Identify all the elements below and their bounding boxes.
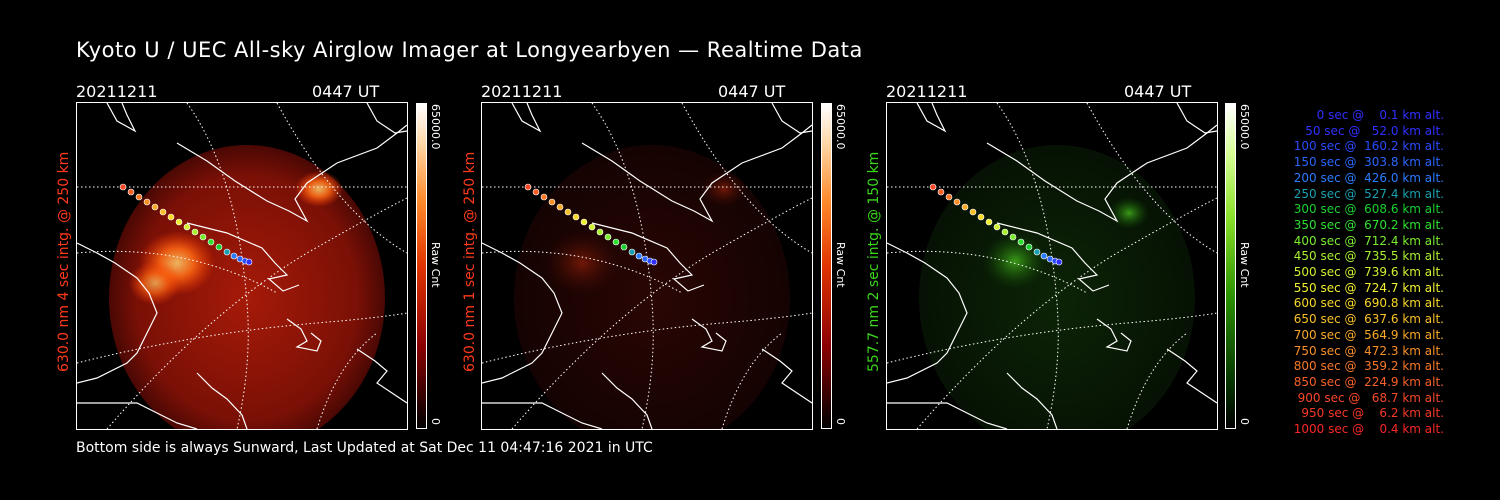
- panel-1-cbar-max: 65000.0: [429, 104, 442, 150]
- panel-2-cbar-unit: Raw Cnt: [834, 242, 847, 288]
- trajectory: [929, 183, 1063, 266]
- legend-row: 200 sec @ 426.0 km alt.: [1289, 170, 1444, 185]
- panel-2-cbar-max: 65000.0: [834, 104, 847, 150]
- legend-row: 900 sec @ 68.7 km alt.: [1293, 390, 1444, 405]
- legend-row: 1000 sec @ 0.4 km alt.: [1293, 422, 1444, 437]
- grid-lines: [482, 103, 812, 429]
- legend-row: 300 sec @ 608.6 km alt.: [1289, 202, 1444, 217]
- panel-3-map: [887, 103, 1217, 429]
- panel-3-cbar-min: 0: [1238, 418, 1251, 425]
- footer-note: Bottom side is always Sunward, Last Upda…: [76, 440, 653, 456]
- coastlines: [77, 103, 407, 429]
- coastlines: [887, 103, 1217, 429]
- panel-3-image: [886, 102, 1218, 430]
- airglow-patch: [983, 233, 1047, 289]
- legend-row: 450 sec @ 735.5 km alt.: [1289, 249, 1444, 264]
- legend-row: 150 sec @ 303.8 km alt.: [1289, 155, 1444, 170]
- panel-1-map: [77, 103, 407, 429]
- panel-3-cbar-max: 65000.0: [1238, 104, 1251, 150]
- legend-row: 650 sec @ 637.6 km alt.: [1289, 312, 1444, 327]
- legend-row: 250 sec @ 527.4 km alt.: [1289, 186, 1444, 201]
- panel-1-cbar-unit: Raw Cnt: [429, 242, 442, 288]
- panel-3-date: 20211211: [886, 82, 968, 101]
- legend-row: 400 sec @ 712.4 km alt.: [1289, 233, 1444, 248]
- legend-row: 350 sec @ 670.2 km alt.: [1289, 217, 1444, 232]
- panel-1-colorbar: [416, 103, 427, 429]
- legend-row: 0 sec @ 0.1 km alt.: [1305, 108, 1444, 122]
- legend-row: 550 sec @ 724.7 km alt.: [1289, 280, 1444, 295]
- legend-row: 50 sec @ 52.0 km alt.: [1297, 123, 1444, 138]
- grid-lines: [77, 103, 407, 429]
- panel-3-cbar-unit: Raw Cnt: [1238, 242, 1251, 288]
- legend-row: 800 sec @ 359.2 km alt.: [1289, 359, 1444, 374]
- legend-row: 500 sec @ 739.6 km alt.: [1289, 265, 1444, 280]
- legend-row: 600 sec @ 690.8 km alt.: [1289, 296, 1444, 311]
- airglow-disc: [109, 145, 385, 429]
- panel-2-date: 20211211: [481, 82, 563, 101]
- trajectory: [524, 183, 658, 266]
- airglow-patch: [129, 261, 181, 305]
- legend-row: 950 sec @ 6.2 km alt.: [1297, 406, 1444, 421]
- panel-1-ylabel: 630.0 nm 4 sec intg. @ 250 km: [56, 151, 72, 372]
- panel-1-cbar-min: 0: [429, 418, 442, 425]
- panel-2-colorbar: [821, 103, 832, 429]
- trajectory-legend: 0 sec @ 0.1 km alt. 50 sec @ 52.0 km alt…: [1262, 108, 1444, 438]
- page-title: Kyoto U / UEC All-sky Airglow Imager at …: [76, 38, 863, 62]
- panel-2-time: 0447 UT: [718, 82, 786, 101]
- legend-row: 750 sec @ 472.3 km alt.: [1289, 343, 1444, 358]
- legend-row: 700 sec @ 564.9 km alt.: [1289, 327, 1444, 342]
- panel-1-date: 20211211: [76, 82, 158, 101]
- airglow-disc: [514, 145, 790, 429]
- airglow-disc: [919, 145, 1195, 429]
- trajectory: [119, 183, 253, 266]
- panel-1-image: [76, 102, 408, 430]
- panel-1-time: 0447 UT: [312, 82, 380, 101]
- airglow-patch: [1109, 197, 1149, 229]
- panel-2-map: [482, 103, 812, 429]
- panel-2-image: [481, 102, 813, 430]
- panel-3-time: 0447 UT: [1124, 82, 1192, 101]
- grid-lines: [887, 103, 1217, 429]
- panel-3-colorbar: [1225, 103, 1236, 429]
- airglow-patch: [295, 171, 343, 207]
- panel-2-ylabel: 630.0 nm 1 sec intg. @ 250 km: [462, 151, 478, 372]
- panel-3-ylabel: 557.7 nm 2 sec intg. @ 150 km: [866, 151, 882, 372]
- airglow-patch: [544, 231, 620, 295]
- coastlines: [482, 103, 812, 429]
- panel-2-cbar-min: 0: [834, 418, 847, 425]
- legend-row: 100 sec @ 160.2 km alt.: [1289, 139, 1444, 154]
- legend-row: 850 sec @ 224.9 km alt.: [1289, 374, 1444, 389]
- airglow-patch: [700, 171, 748, 207]
